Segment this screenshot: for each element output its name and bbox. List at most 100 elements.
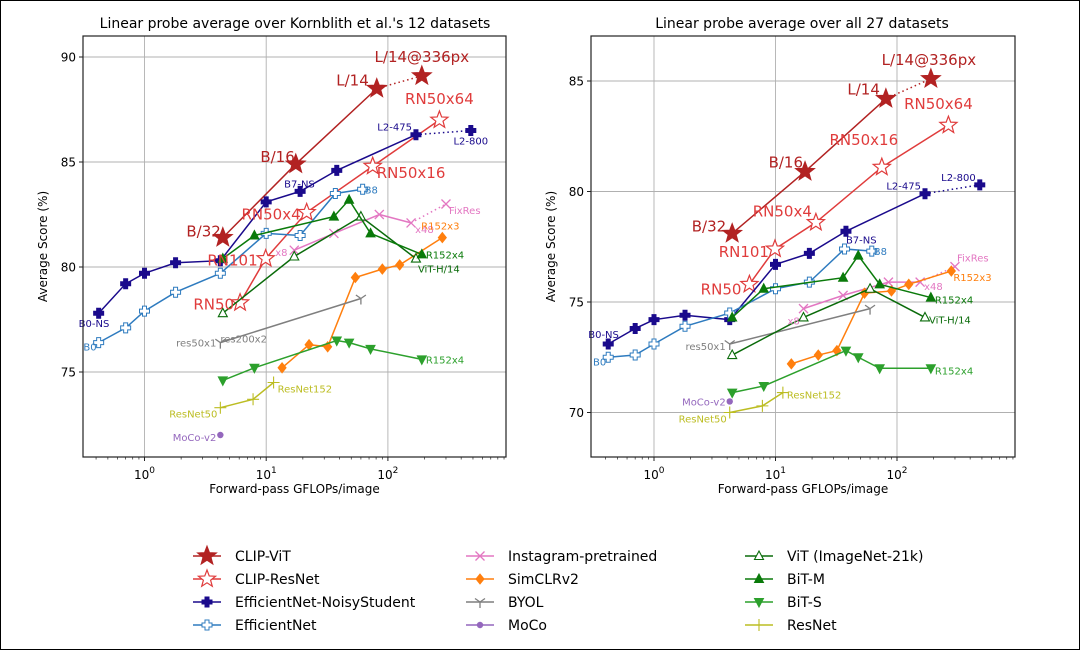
data-point bbox=[365, 77, 388, 98]
data-point bbox=[441, 199, 451, 209]
y-tick-label: 90 bbox=[61, 51, 76, 65]
data-point bbox=[852, 249, 864, 260]
legend-marker-icon bbox=[476, 621, 484, 629]
data-point bbox=[837, 271, 849, 282]
annotation-label: ViT-H/14 bbox=[929, 315, 971, 326]
annotation-label: RN101 bbox=[719, 243, 769, 261]
data-point bbox=[365, 344, 376, 355]
data-point bbox=[214, 267, 226, 279]
series-line bbox=[220, 297, 362, 344]
legend-label: ViT (ImageNet-21k) bbox=[787, 549, 923, 565]
annotation-label: R152x4 bbox=[935, 366, 973, 377]
data-point bbox=[294, 185, 306, 197]
legend-item-efficientnet-noisystudent: EfficientNet-NoisyStudent bbox=[193, 595, 416, 611]
annotation-label: B8 bbox=[365, 185, 378, 196]
annotation-label: RN101 bbox=[207, 252, 257, 270]
legend-marker-icon bbox=[196, 544, 218, 566]
data-point bbox=[770, 258, 781, 270]
legend-label: BYOL bbox=[508, 595, 544, 611]
data-point bbox=[357, 183, 369, 195]
data-point bbox=[170, 257, 182, 269]
data-point bbox=[864, 304, 876, 315]
data-point bbox=[284, 152, 307, 174]
series-resnet bbox=[723, 386, 789, 419]
data-point bbox=[355, 294, 367, 305]
y-tick-label: 85 bbox=[61, 156, 76, 170]
series-instagram-pretrained bbox=[289, 199, 451, 256]
legend-item-instagram-pretrained: Instagram-pretrained bbox=[466, 549, 657, 565]
data-point bbox=[93, 307, 105, 319]
annotation-label: x48 bbox=[415, 225, 434, 236]
annotation-label: ResNet50 bbox=[679, 415, 727, 426]
data-point bbox=[770, 283, 781, 295]
y-tick-label: 85 bbox=[569, 75, 584, 89]
series-vit-imagenet-21k bbox=[726, 282, 931, 360]
annotation-label: B/32 bbox=[692, 217, 726, 235]
data-point bbox=[217, 307, 229, 318]
data-point bbox=[798, 303, 809, 314]
data-point bbox=[721, 222, 744, 243]
annotation-label: ResNet152 bbox=[787, 391, 842, 402]
annotation-label: L/14 bbox=[847, 81, 880, 99]
annotation-label: R152x3 bbox=[421, 222, 459, 233]
data-point bbox=[294, 230, 306, 241]
data-point bbox=[764, 238, 786, 258]
series-layer bbox=[602, 67, 986, 419]
data-point bbox=[465, 125, 477, 136]
series-line-dotted bbox=[924, 184, 980, 195]
annotation-label: x8 bbox=[275, 248, 287, 259]
legend-marker-icon bbox=[201, 596, 213, 608]
y-axis-label: Average Score (%) bbox=[544, 191, 558, 302]
legend-marker-icon bbox=[753, 549, 765, 561]
data-point bbox=[726, 398, 733, 405]
data-point bbox=[214, 338, 226, 349]
y-tick-label: 80 bbox=[569, 185, 584, 199]
annotation-label: L/14@336px bbox=[375, 48, 470, 66]
annotation-label: res200x2 bbox=[220, 335, 267, 346]
data-point bbox=[798, 311, 809, 322]
annotation-label: B/16 bbox=[260, 148, 294, 166]
data-point bbox=[416, 355, 428, 366]
annotation-label: L/14 bbox=[336, 72, 369, 90]
data-point bbox=[786, 358, 796, 370]
data-point bbox=[249, 363, 260, 374]
chart-title: Linear probe average over Kornblith et a… bbox=[100, 16, 491, 32]
data-point bbox=[217, 431, 224, 439]
axes-frame bbox=[590, 35, 1016, 458]
series-line bbox=[222, 215, 417, 314]
data-point bbox=[832, 344, 842, 357]
legend-item-simclrv2: SimCLRv2 bbox=[466, 572, 579, 588]
data-point bbox=[919, 311, 931, 322]
chart-title: Linear probe average over all 27 dataset… bbox=[655, 16, 949, 32]
annotation-label: L2-800 bbox=[453, 137, 488, 148]
legend-label: CLIP-ViT bbox=[235, 549, 291, 565]
series-line bbox=[731, 287, 926, 356]
series-clip-resnet bbox=[739, 114, 959, 293]
data-point bbox=[904, 278, 914, 291]
data-point bbox=[217, 376, 229, 387]
data-point bbox=[938, 114, 959, 134]
legend-item-bit-s: BiT-S bbox=[745, 595, 822, 611]
series-line bbox=[222, 198, 423, 260]
data-point bbox=[839, 243, 851, 255]
y-axis-label: Average Score (%) bbox=[36, 191, 50, 302]
data-point bbox=[170, 286, 182, 298]
x-axis-label: Forward-pass GFLOPs/image bbox=[209, 482, 379, 496]
annotation-label: B7-NS bbox=[846, 235, 877, 246]
annotation-label: RN50 bbox=[193, 296, 234, 314]
series-bit-m bbox=[217, 193, 428, 263]
data-point bbox=[864, 282, 876, 293]
legend-item-bit-m: BiT-M bbox=[745, 572, 825, 588]
series-line bbox=[220, 381, 275, 409]
legend-item-clip-vit: CLIP-ViT bbox=[193, 544, 291, 566]
legend-label: Instagram-pretrained bbox=[508, 549, 657, 565]
annotation-label: res50x1 bbox=[176, 339, 216, 350]
data-point bbox=[377, 263, 387, 275]
y-tick-label: 80 bbox=[61, 261, 76, 275]
annotation-label: B0 bbox=[83, 343, 96, 354]
data-point bbox=[974, 179, 986, 191]
series-layer bbox=[93, 64, 477, 439]
data-point bbox=[406, 217, 417, 228]
x-axis-label: Forward-pass GFLOPs/image bbox=[718, 482, 888, 496]
